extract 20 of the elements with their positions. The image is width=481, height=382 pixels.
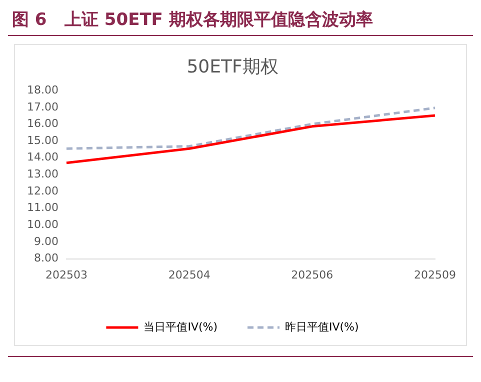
x-tick-label: 202503: [45, 268, 88, 282]
y-tick-label: 13.00: [26, 168, 58, 181]
x-tick-label: 202506: [291, 268, 334, 282]
y-tick-label: 15.00: [26, 134, 58, 147]
y-tick-label: 12.00: [26, 184, 58, 198]
chart-title: 图 6 上证 50ETF 期权各期限平值隐含波动率: [8, 8, 473, 36]
y-tick-label: 9.00: [34, 234, 58, 248]
line-series: [65, 106, 436, 150]
legend-label: 当日平值IV(%): [144, 320, 218, 334]
legend-label: 昨日平值IV(%): [285, 320, 359, 334]
x-tick-label: 202504: [168, 268, 210, 282]
y-tick-label: 17.00: [26, 100, 58, 114]
y-tick-label: 10.00: [26, 218, 58, 232]
y-tick-label: 16.00: [26, 117, 58, 130]
chart-subtitle: 50ETF期权: [186, 56, 278, 78]
y-tick-label: 18.00: [26, 83, 58, 96]
x-tick-label: 202509: [414, 268, 456, 282]
y-tick-label: 14.00: [26, 150, 58, 164]
y-tick-label: 11.00: [26, 201, 58, 214]
y-tick-label: 8.00: [34, 252, 58, 265]
